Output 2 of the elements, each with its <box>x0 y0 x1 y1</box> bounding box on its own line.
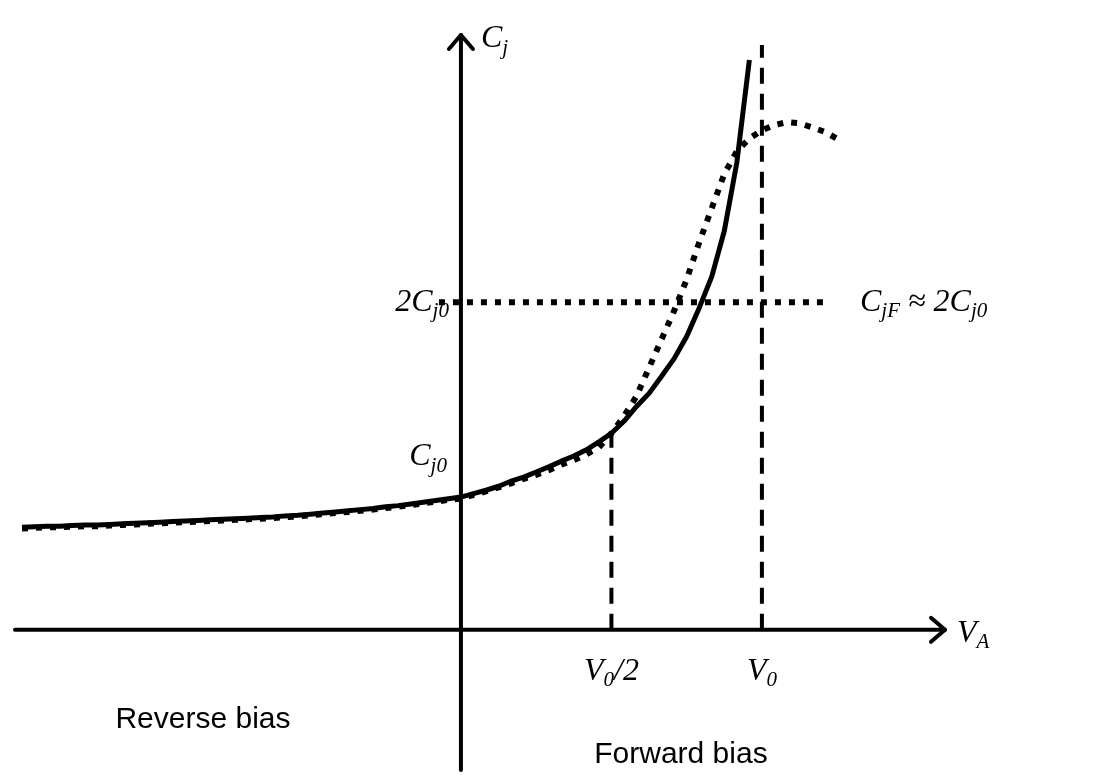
text: Reverse bias <box>115 701 291 735</box>
text: Forward bias <box>594 736 768 770</box>
